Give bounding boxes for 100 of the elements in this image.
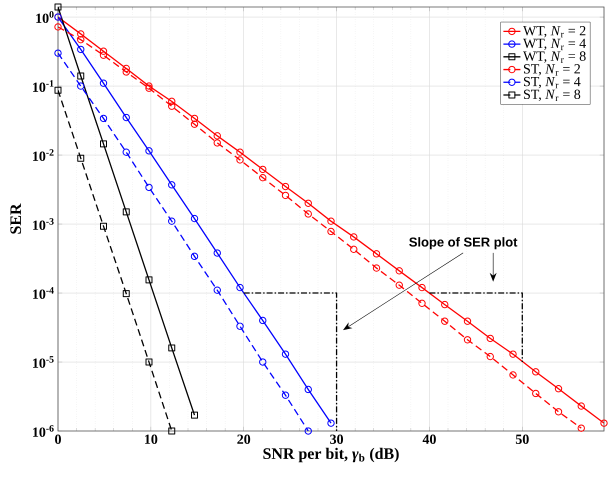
legend-label: ST, N$_{r}$ = 8 bbox=[524, 90, 580, 102]
x-axis-title: SNR per bit, γ$_{b}$ (dB) bbox=[263, 448, 399, 462]
point bbox=[600, 419, 608, 427]
x-tick-label: 30 bbox=[330, 434, 344, 444]
point bbox=[372, 264, 380, 272]
point bbox=[122, 208, 130, 216]
point bbox=[145, 184, 153, 192]
point bbox=[214, 139, 221, 147]
point bbox=[145, 82, 153, 90]
point bbox=[282, 182, 290, 190]
point bbox=[190, 120, 198, 128]
point bbox=[304, 210, 312, 218]
point bbox=[168, 218, 176, 225]
point bbox=[532, 390, 540, 398]
y-axis-title: SER bbox=[10, 203, 22, 234]
point bbox=[259, 316, 266, 324]
point bbox=[54, 23, 62, 31]
point bbox=[532, 368, 540, 376]
point bbox=[100, 80, 108, 87]
point bbox=[236, 322, 244, 330]
point bbox=[214, 286, 221, 294]
annotation: Slope of SER plot bbox=[409, 237, 518, 250]
point bbox=[282, 350, 290, 358]
legend-label: WT, N$_{r}$ = 2 bbox=[523, 26, 586, 38]
point bbox=[327, 419, 335, 427]
point bbox=[327, 218, 335, 225]
point bbox=[350, 233, 358, 241]
point bbox=[122, 64, 130, 72]
x-tick-label: 40 bbox=[422, 434, 436, 444]
x-tick-label: 20 bbox=[237, 434, 250, 444]
point bbox=[350, 246, 358, 254]
point bbox=[168, 181, 176, 189]
point bbox=[191, 412, 198, 419]
point bbox=[509, 350, 517, 358]
point bbox=[418, 284, 426, 292]
y-tick-label: 10$^{-3}$ bbox=[33, 218, 54, 230]
point bbox=[509, 371, 517, 379]
legend-label: ST, N$_{r}$ = 4 bbox=[524, 76, 581, 88]
y-tick-label: 10$^{-5}$ bbox=[33, 356, 54, 368]
point bbox=[441, 318, 448, 325]
x-tick-label: 0 bbox=[55, 434, 61, 444]
point bbox=[214, 249, 221, 257]
point bbox=[77, 46, 84, 54]
y-tick-label: 10$^{-4}$ bbox=[33, 287, 54, 299]
point bbox=[168, 98, 176, 106]
point bbox=[396, 281, 403, 289]
point bbox=[236, 284, 244, 292]
point bbox=[304, 427, 312, 435]
point bbox=[418, 300, 426, 307]
point bbox=[327, 228, 335, 236]
y-tick-label: 10$^{0}$ bbox=[36, 11, 54, 23]
point bbox=[304, 386, 312, 394]
point bbox=[578, 402, 585, 410]
point bbox=[441, 300, 448, 308]
point bbox=[77, 72, 84, 80]
point bbox=[554, 408, 562, 416]
point bbox=[122, 68, 130, 76]
point bbox=[77, 82, 84, 90]
point bbox=[190, 114, 198, 122]
point bbox=[77, 154, 84, 162]
point bbox=[464, 336, 472, 344]
point bbox=[190, 252, 198, 260]
point bbox=[259, 174, 266, 182]
legend-label: WT, N$_{r}$ = 4 bbox=[523, 38, 586, 50]
point bbox=[168, 428, 176, 434]
x-tick-label: 50 bbox=[516, 434, 529, 444]
point bbox=[122, 290, 130, 298]
point bbox=[145, 84, 153, 92]
point bbox=[259, 358, 266, 366]
point bbox=[122, 148, 130, 156]
point bbox=[168, 102, 176, 110]
point bbox=[146, 358, 152, 366]
point bbox=[214, 132, 221, 140]
point bbox=[236, 148, 244, 156]
point bbox=[100, 48, 108, 55]
point bbox=[304, 200, 312, 207]
y-tick-label: 10$^{-6}$ bbox=[33, 425, 54, 437]
point bbox=[464, 318, 472, 325]
point bbox=[486, 334, 494, 342]
point bbox=[554, 385, 562, 392]
point bbox=[168, 344, 176, 352]
point bbox=[190, 214, 198, 222]
legend-label: WT, N$_{r}$ = 8 bbox=[523, 51, 586, 63]
point bbox=[100, 114, 108, 122]
point bbox=[100, 140, 107, 148]
x-tick-label: 10 bbox=[145, 434, 158, 444]
legend-label: ST, N$_{r}$ = 2 bbox=[524, 64, 580, 76]
point bbox=[372, 250, 380, 258]
y-tick-label: 10$^{-2}$ bbox=[33, 149, 54, 161]
point bbox=[54, 4, 62, 10]
point bbox=[54, 49, 62, 57]
point bbox=[578, 424, 585, 432]
point bbox=[100, 52, 108, 59]
point bbox=[486, 352, 494, 360]
point bbox=[396, 267, 403, 274]
y-tick-label: 10$^{-1}$ bbox=[33, 80, 54, 92]
point bbox=[122, 114, 130, 122]
point bbox=[77, 30, 84, 38]
point bbox=[54, 86, 62, 94]
point bbox=[282, 192, 290, 200]
